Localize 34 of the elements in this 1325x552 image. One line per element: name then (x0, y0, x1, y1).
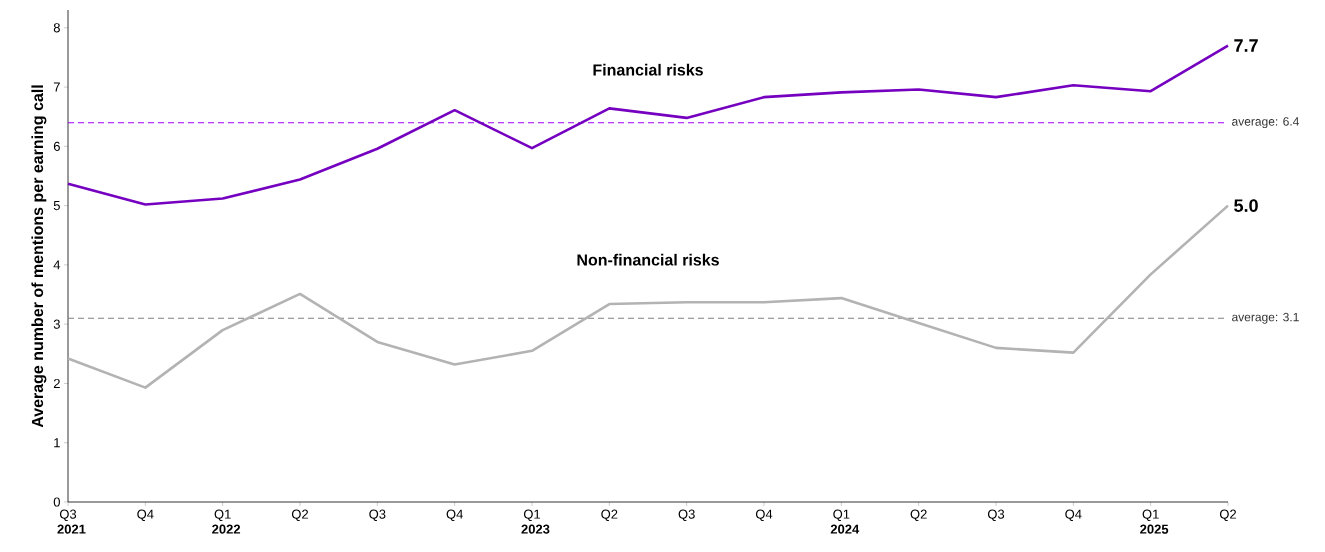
ref-line-label: average: 6.4 (1232, 117, 1299, 129)
x-tick-label: Q3 (987, 509, 1005, 522)
x-tick-label: Q2 (910, 509, 927, 522)
x-tick-label: Q1 2024 (830, 509, 860, 534)
x-tick-label: Q4 (1065, 509, 1082, 522)
x-tick-label: Q1 2023 (521, 509, 550, 534)
x-tick-label: Q2 (1219, 509, 1237, 522)
y-tick-label: 4 (53, 260, 61, 270)
line-series (66, 44, 1230, 206)
x-tick-label: Q4 (137, 509, 154, 522)
text: Financial risks (593, 63, 703, 76)
line-series (66, 204, 1230, 389)
x-tick-label: Q2 (601, 509, 618, 522)
y-tick-label: 2 (53, 378, 60, 388)
x-tick-label: Q1 2022 (212, 509, 241, 534)
y-tick-label: 1 (54, 438, 60, 448)
ref-line-label: average: 3.1 (1232, 312, 1299, 324)
y-axis-title: Average number of mentions per earning call (31, 85, 47, 428)
data-label: 7.7 (1234, 39, 1258, 52)
x-tick-label: Q3 (678, 509, 695, 522)
y-tick-label: 0 (53, 497, 60, 507)
x-tick-label: Q3 (369, 509, 386, 522)
y-tick-label: 8 (53, 23, 60, 33)
x-tick-label: Q3 2021 (57, 509, 86, 534)
y-tick-label: 3 (53, 319, 60, 329)
x-tick-label: Q4 (446, 509, 463, 522)
x-tick-label: Q2 (291, 509, 309, 522)
data-label: 5.0 (1234, 199, 1258, 212)
y-tick-label: 7 (53, 82, 60, 92)
y-tick-label: 6 (53, 141, 60, 151)
x-tick-label: Q1 2025 (1140, 509, 1169, 534)
y-tick-label: 5 (53, 201, 60, 211)
x-tick-label: Q4 (755, 509, 773, 522)
text: Non-financial risks (577, 253, 719, 266)
